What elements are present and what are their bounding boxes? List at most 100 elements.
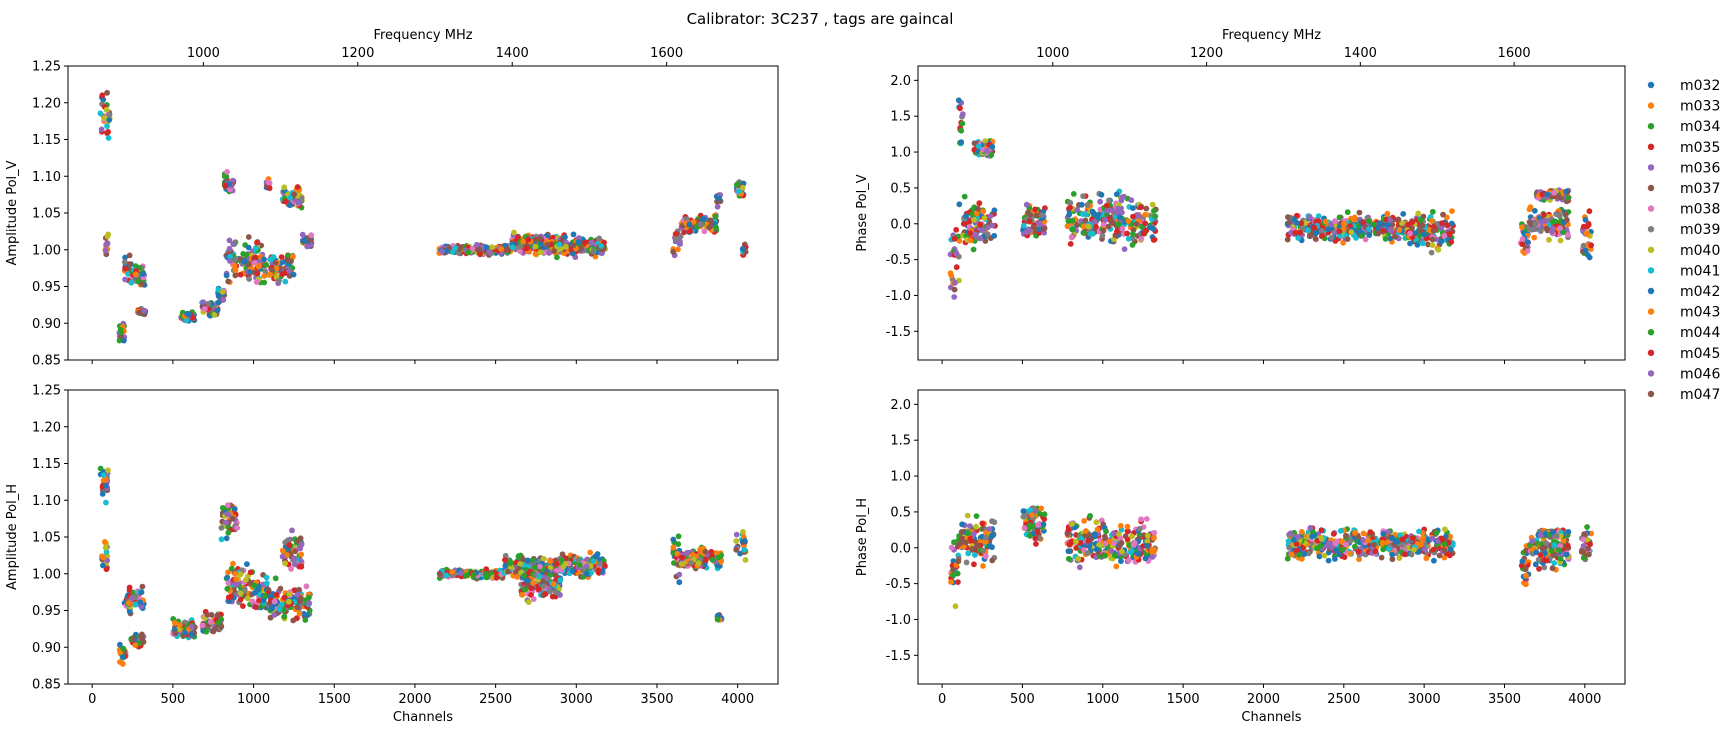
- data-point: [449, 569, 455, 575]
- data-point: [520, 238, 527, 245]
- data-point: [1065, 218, 1072, 225]
- data-point: [438, 248, 445, 255]
- data-point: [1294, 547, 1300, 554]
- data-point: [959, 521, 965, 528]
- data-point: [1032, 225, 1038, 232]
- y-tick-label: -1.0: [886, 289, 911, 304]
- data-point: [1301, 551, 1307, 558]
- data-point: [562, 243, 569, 250]
- data-point: [171, 620, 178, 626]
- data-point: [1328, 234, 1335, 241]
- data-point: [105, 135, 112, 141]
- data-point: [552, 588, 559, 595]
- data-point: [1144, 532, 1151, 539]
- data-point: [282, 198, 289, 205]
- data-point: [1288, 229, 1294, 236]
- data-point: [201, 305, 208, 312]
- data-point: [984, 224, 991, 231]
- data-point: [1417, 217, 1424, 223]
- data-point: [278, 254, 285, 260]
- data-point: [262, 268, 268, 274]
- data-point: [232, 272, 239, 279]
- data-point: [1041, 225, 1048, 232]
- data-point: [1023, 201, 1030, 208]
- data-point: [266, 185, 273, 192]
- data-point: [1069, 226, 1076, 233]
- data-point: [670, 536, 677, 543]
- data-point: [281, 184, 288, 191]
- data-point: [562, 234, 568, 241]
- data-point: [1035, 220, 1042, 226]
- data-point: [1409, 219, 1416, 226]
- data-point: [1092, 533, 1098, 540]
- data-point: [954, 570, 961, 577]
- data-point: [1026, 218, 1033, 225]
- data-point: [1588, 242, 1595, 249]
- data-point: [1144, 542, 1151, 549]
- data-point: [1431, 557, 1437, 564]
- data-point: [289, 527, 295, 534]
- data-point: [234, 525, 241, 531]
- data-point: [532, 243, 539, 250]
- data-point: [1423, 555, 1430, 562]
- data-point: [1126, 557, 1132, 564]
- data-point: [697, 546, 703, 553]
- data-point: [980, 547, 987, 554]
- data-point: [1441, 547, 1448, 554]
- data-point: [306, 594, 312, 601]
- data-point: [1284, 555, 1291, 562]
- data-point: [984, 231, 991, 238]
- data-point: [1328, 221, 1335, 228]
- data-point: [279, 547, 286, 554]
- data-point: [975, 205, 981, 212]
- data-point: [1421, 231, 1427, 238]
- data-point: [1084, 550, 1091, 557]
- data-point: [244, 595, 251, 602]
- data-point: [1308, 231, 1315, 237]
- data-point: [735, 188, 742, 195]
- data-point: [290, 617, 297, 624]
- data-point: [105, 467, 111, 474]
- data-point: [117, 659, 123, 665]
- data-point: [1584, 231, 1590, 238]
- data-point: [188, 624, 195, 630]
- panel-phase-pol-h: -1.5-1.0-0.50.00.51.01.52.00 500 1000 1500 2…: [855, 389, 1626, 725]
- data-point: [554, 561, 560, 567]
- data-point: [1128, 548, 1135, 554]
- y-tick-label: 0.90: [32, 317, 61, 332]
- data-point: [971, 561, 977, 568]
- data-point: [961, 193, 968, 200]
- axes-frame: [917, 65, 1626, 361]
- data-point: [1519, 558, 1526, 565]
- data-point: [570, 242, 577, 249]
- y-tick-label: 1.20: [32, 96, 61, 111]
- data-point: [267, 271, 273, 277]
- data-point: [227, 253, 234, 260]
- data-point: [1528, 226, 1535, 233]
- data-point: [1518, 562, 1525, 569]
- data-point: [542, 591, 549, 597]
- data-point: [1032, 535, 1039, 542]
- data-point: [536, 573, 543, 580]
- data-point: [103, 106, 110, 113]
- data-point: [254, 239, 260, 246]
- data-point: [1309, 533, 1315, 540]
- data-point: [1586, 208, 1593, 215]
- data-point: [550, 581, 557, 587]
- data-point: [1407, 240, 1413, 247]
- data-point: [1070, 191, 1077, 197]
- data-point: [1541, 564, 1548, 571]
- data-point: [952, 603, 959, 610]
- data-point: [991, 207, 998, 214]
- data-point: [714, 203, 721, 210]
- data-point: [1076, 564, 1083, 571]
- data-point: [1102, 217, 1109, 223]
- data-point: [1067, 200, 1074, 206]
- data-point: [247, 569, 254, 576]
- x-tick-label: 2000: [398, 692, 431, 707]
- data-point: [970, 531, 977, 537]
- data-point: [1537, 227, 1544, 234]
- data-point: [557, 592, 563, 598]
- data-point: [740, 529, 746, 535]
- data-point: [1336, 551, 1343, 558]
